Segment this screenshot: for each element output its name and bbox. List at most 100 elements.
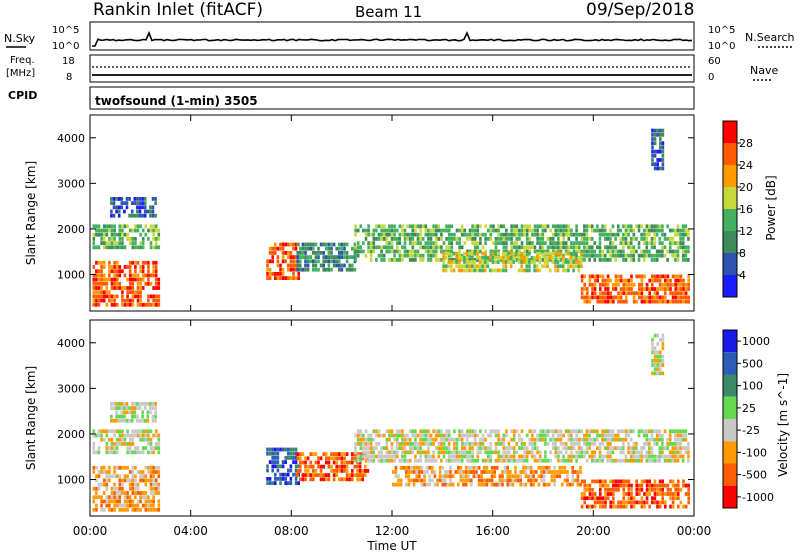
range-cell	[154, 265, 158, 269]
range-cell	[684, 249, 688, 254]
range-cell	[499, 454, 503, 459]
range-cell	[268, 481, 272, 485]
range-cell	[575, 241, 578, 245]
range-cell	[322, 251, 325, 255]
range-cell	[434, 241, 438, 245]
range-cell	[583, 450, 586, 455]
range-cell	[390, 454, 394, 459]
range-cell	[141, 197, 144, 201]
range-cell	[523, 450, 526, 455]
range-cell	[126, 237, 129, 241]
range-cell	[299, 267, 302, 272]
range-cell	[455, 442, 459, 446]
range-cell	[515, 232, 519, 237]
range-cell	[412, 470, 416, 474]
range-cell	[591, 496, 594, 501]
range-cell	[533, 249, 537, 254]
range-cell	[664, 274, 667, 279]
range-cell	[144, 281, 148, 286]
range-cell	[460, 442, 464, 446]
range-cell	[588, 295, 592, 300]
range-cell	[512, 253, 516, 258]
range-cell	[540, 474, 543, 479]
range-cell	[136, 213, 139, 218]
range-cell	[154, 241, 158, 245]
range-cell	[121, 503, 124, 508]
range-cell	[676, 429, 680, 434]
range-cell	[666, 487, 670, 492]
range-cell	[128, 197, 131, 201]
range-cell	[147, 265, 150, 269]
range-cell	[112, 418, 116, 423]
range-cell	[388, 458, 391, 463]
range-cell	[645, 228, 649, 233]
range-cell	[493, 465, 496, 470]
range-cell	[479, 450, 482, 455]
range-cell	[301, 246, 305, 251]
range-cell	[650, 437, 654, 442]
range-cell	[367, 437, 370, 442]
range-cell	[604, 496, 607, 501]
range-cell	[661, 500, 664, 505]
range-cell	[497, 228, 500, 233]
range-cell	[97, 450, 101, 455]
range-cell	[139, 277, 142, 282]
range-cell	[483, 268, 487, 273]
range-cell	[553, 482, 556, 487]
range-cell	[110, 298, 114, 303]
colorbar-tick-label: 4	[739, 269, 746, 282]
range-cell	[588, 258, 591, 262]
range-cell	[687, 446, 690, 450]
range-cell	[545, 482, 548, 487]
range-cell	[510, 224, 513, 229]
range-cell	[687, 299, 690, 304]
range-cell	[345, 251, 349, 255]
range-cell	[614, 274, 618, 279]
range-cell	[637, 224, 641, 229]
range-cell	[625, 500, 628, 505]
range-cell	[619, 429, 623, 434]
range-cell	[445, 245, 448, 250]
range-cell	[446, 474, 450, 479]
range-cell	[648, 224, 651, 229]
range-cell	[479, 446, 482, 450]
range-cell	[677, 504, 680, 509]
range-cell	[596, 500, 599, 505]
range-cell	[486, 258, 490, 262]
range-cell	[110, 474, 114, 479]
range-cell	[97, 446, 101, 450]
range-cell	[468, 251, 471, 256]
range-cell	[284, 251, 287, 255]
range-cell	[451, 482, 455, 487]
range-cell	[296, 263, 299, 268]
range-cell	[687, 483, 690, 488]
range-cell	[585, 446, 589, 450]
range-cell	[281, 246, 285, 251]
range-cell	[377, 245, 381, 250]
range-cell	[614, 295, 618, 300]
range-cell	[668, 241, 672, 245]
range-cell	[97, 224, 101, 229]
range-cell	[504, 264, 508, 269]
range-cell	[567, 232, 571, 237]
range-cell	[95, 474, 98, 479]
range-cell	[616, 446, 620, 450]
range-cell	[598, 454, 602, 459]
range-cell	[369, 458, 373, 463]
range-cell	[274, 276, 277, 280]
range-cell	[113, 470, 116, 474]
range-cell	[545, 465, 548, 470]
range-cell	[529, 470, 533, 474]
range-cell	[471, 237, 474, 241]
range-cell	[403, 433, 407, 438]
range-cell	[551, 429, 555, 434]
range-cell	[141, 205, 144, 210]
range-cell	[95, 228, 98, 233]
range-cell	[335, 460, 338, 465]
range-cell	[118, 429, 122, 434]
range-cell	[545, 470, 548, 474]
range-cell	[467, 470, 470, 474]
range-cell	[606, 454, 610, 459]
range-cell	[154, 277, 158, 282]
